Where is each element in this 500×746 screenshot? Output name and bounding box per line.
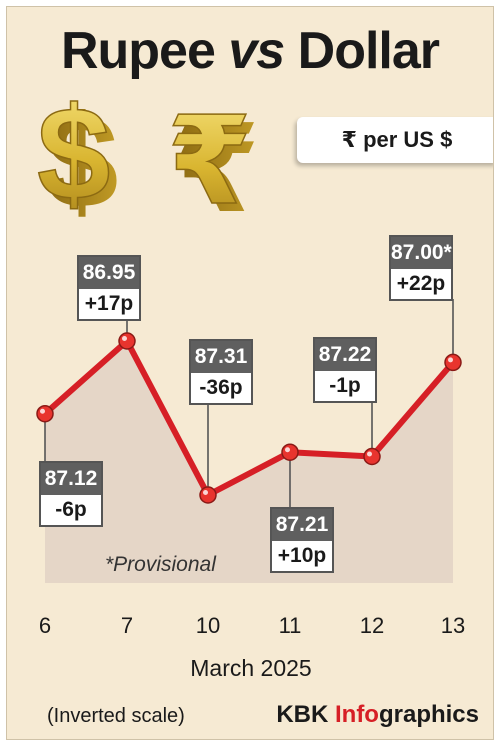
x-tick-label: 7 <box>121 613 133 638</box>
data-point-highlight <box>285 447 290 453</box>
provisional-note: *Provisional <box>105 553 216 576</box>
data-label-value: 87.31 <box>191 341 251 373</box>
chart-area-layer <box>45 341 453 583</box>
data-point-highlight <box>367 451 372 457</box>
data-label: 87.21 +10p <box>270 507 334 573</box>
currency-symbols-art: $ $ ₹ ₹ <box>36 99 260 229</box>
dollar-symbol-icon: $ $ <box>36 99 118 229</box>
brand-logo: KBK Infographics <box>276 701 479 729</box>
data-point <box>199 486 217 504</box>
unit-label: ₹ per US $ <box>297 117 493 163</box>
x-tick-label: 6 <box>39 613 51 638</box>
x-tick-label: 10 <box>196 613 220 638</box>
x-axis-label: March 2025 <box>190 655 312 681</box>
chart-line-layer <box>42 338 456 498</box>
data-label-value: 87.21 <box>272 509 332 541</box>
svg-text:$: $ <box>45 99 118 229</box>
brand-info: Info <box>334 701 379 728</box>
data-label: 86.95 +17p <box>77 255 141 321</box>
page-title: Rupee vs Dollar <box>7 21 493 81</box>
brand-graphics: graphics <box>378 701 479 728</box>
chart-area-fill <box>45 341 453 583</box>
series-line <box>42 338 456 498</box>
data-point-highlight <box>203 490 208 495</box>
data-point <box>36 404 54 423</box>
x-tick-label: 13 <box>441 613 465 638</box>
title-word-dollar: Dollar <box>297 22 440 80</box>
data-label-value: 87.00* <box>391 237 452 269</box>
data-point-highlight <box>448 357 453 363</box>
inverted-scale-note: (Inverted scale) <box>47 705 185 727</box>
svg-text:$: $ <box>37 99 110 227</box>
data-label-value: 87.22 <box>315 339 375 371</box>
data-point <box>118 332 136 350</box>
data-label-change: -1p <box>315 371 375 401</box>
data-point-highlight <box>122 336 127 341</box>
data-label-value: 87.12 <box>41 463 101 495</box>
data-point <box>444 353 462 372</box>
data-point <box>363 447 381 466</box>
data-label-change: +10p <box>272 541 332 571</box>
data-label: 87.31 -36p <box>189 339 253 405</box>
line-chart: 6 7 10 11 12 13 <box>36 299 465 638</box>
x-tick-label: 11 <box>279 613 302 638</box>
data-label-change: -6p <box>41 495 101 525</box>
data-label: 87.22 -1p <box>313 337 377 403</box>
data-label: 87.12 -6p <box>39 461 103 527</box>
svg-text:₹: ₹ <box>175 99 260 229</box>
svg-text:₹: ₹ <box>167 99 252 229</box>
x-axis-ticks: 6 7 10 11 12 13 <box>39 613 465 638</box>
title-word-vs: vs <box>228 22 285 80</box>
data-label: 87.00* +22p <box>389 235 453 301</box>
data-label-change: +22p <box>391 269 451 299</box>
brand-kbk: KBK <box>276 701 335 728</box>
data-point <box>281 443 299 461</box>
data-label-change: +17p <box>79 289 139 319</box>
chart-point-layer <box>36 332 462 504</box>
data-label-value: 86.95 <box>79 257 139 289</box>
chart-leader-layer <box>44 299 454 507</box>
rupee-symbol-icon: ₹ ₹ <box>166 99 260 229</box>
data-point-highlight <box>40 408 45 414</box>
data-label-change: -36p <box>191 373 251 403</box>
infographic-card: Rupee vs Dollar $ $ ₹ ₹ ₹ per US $ <box>6 6 494 740</box>
x-tick-label: 12 <box>360 613 384 638</box>
title-word-rupee: Rupee <box>60 22 216 80</box>
